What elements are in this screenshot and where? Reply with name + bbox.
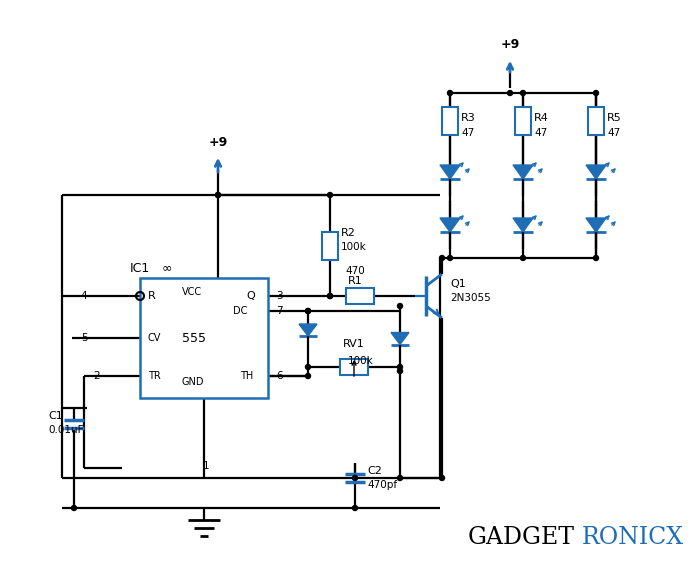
Polygon shape <box>391 333 409 345</box>
Text: 5: 5 <box>80 333 88 343</box>
Circle shape <box>594 90 598 95</box>
Circle shape <box>447 255 452 261</box>
Text: R2: R2 <box>341 228 356 238</box>
Text: R1: R1 <box>348 276 363 286</box>
Text: 47: 47 <box>534 128 547 138</box>
Polygon shape <box>440 165 460 179</box>
Circle shape <box>305 373 311 378</box>
Bar <box>346 288 374 304</box>
Polygon shape <box>586 165 606 179</box>
Text: 7: 7 <box>276 306 283 316</box>
Text: 470: 470 <box>345 266 365 276</box>
Polygon shape <box>513 218 533 232</box>
Circle shape <box>328 293 332 298</box>
Text: RONICX: RONICX <box>582 527 684 549</box>
Bar <box>442 107 458 134</box>
Circle shape <box>216 192 220 197</box>
Text: 470pf: 470pf <box>367 480 397 490</box>
Text: VCC: VCC <box>182 287 202 297</box>
Polygon shape <box>586 218 606 232</box>
Text: RV1: RV1 <box>343 339 365 349</box>
Text: 3: 3 <box>276 291 283 301</box>
Polygon shape <box>299 324 317 336</box>
Bar <box>340 359 368 375</box>
Circle shape <box>398 364 402 369</box>
Text: R3: R3 <box>461 113 476 123</box>
Text: R5: R5 <box>607 113 622 123</box>
Text: 2N3055: 2N3055 <box>450 293 491 303</box>
Circle shape <box>328 293 332 298</box>
Circle shape <box>440 475 444 481</box>
Text: CV: CV <box>148 333 162 343</box>
Bar <box>140 278 268 398</box>
Text: 1: 1 <box>203 461 209 471</box>
Circle shape <box>398 368 402 373</box>
Circle shape <box>447 90 452 95</box>
Circle shape <box>398 475 402 481</box>
Text: C2: C2 <box>367 466 382 476</box>
Circle shape <box>353 505 358 510</box>
Text: 47: 47 <box>607 128 620 138</box>
Circle shape <box>398 303 402 309</box>
Circle shape <box>521 255 526 261</box>
Text: Q: Q <box>246 291 255 301</box>
Circle shape <box>71 505 76 510</box>
Text: 2: 2 <box>94 371 100 381</box>
Text: C1: C1 <box>48 411 63 421</box>
Polygon shape <box>440 218 460 232</box>
Circle shape <box>353 475 358 481</box>
Text: Q1: Q1 <box>450 279 466 289</box>
Text: GND: GND <box>182 377 204 387</box>
Bar <box>515 107 531 134</box>
Text: IC1: IC1 <box>130 262 150 275</box>
Circle shape <box>305 309 311 314</box>
Circle shape <box>305 309 311 314</box>
Circle shape <box>521 90 526 95</box>
Text: 100k: 100k <box>348 356 374 366</box>
Bar <box>588 107 604 134</box>
Text: DC: DC <box>233 306 247 316</box>
Text: +9: +9 <box>209 136 228 149</box>
Text: R: R <box>148 291 155 301</box>
Text: 555: 555 <box>182 332 206 345</box>
Text: R4: R4 <box>534 113 549 123</box>
Text: 47: 47 <box>461 128 475 138</box>
Circle shape <box>594 255 598 261</box>
Circle shape <box>216 192 220 197</box>
Polygon shape <box>513 165 533 179</box>
Circle shape <box>305 364 311 369</box>
Text: TH: TH <box>240 371 253 381</box>
Text: 0.01uF: 0.01uF <box>48 425 83 435</box>
Text: 4: 4 <box>80 291 88 301</box>
Circle shape <box>508 90 512 95</box>
Circle shape <box>328 192 332 197</box>
Text: 100k: 100k <box>341 242 367 252</box>
Text: 6: 6 <box>276 371 283 381</box>
Text: ∞: ∞ <box>162 262 172 275</box>
Bar <box>322 231 338 259</box>
Text: TR: TR <box>148 371 161 381</box>
Text: GADGET: GADGET <box>468 527 575 549</box>
Text: +9: +9 <box>500 38 519 51</box>
Circle shape <box>440 255 444 261</box>
